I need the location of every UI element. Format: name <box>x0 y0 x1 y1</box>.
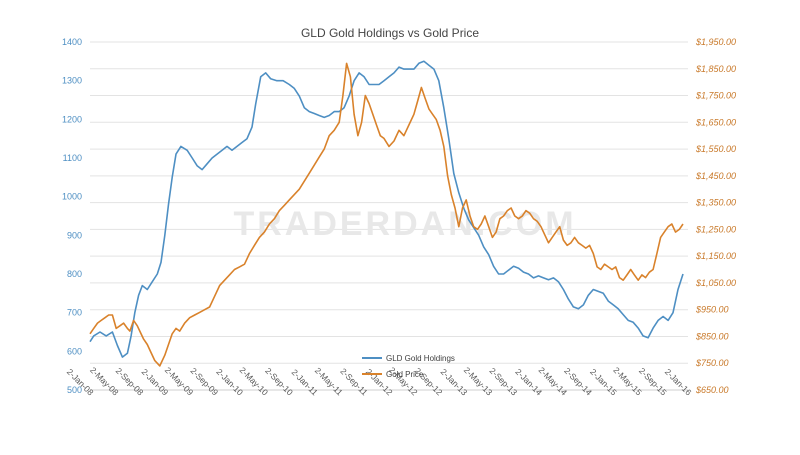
left-tick-label: 1000 <box>62 192 82 202</box>
watermark: TRADERDAN.COM <box>233 205 576 243</box>
left-tick-label: 1100 <box>63 153 82 163</box>
x-tick-label: 2-Sep-14 <box>562 366 594 398</box>
x-tick-label: 2-Sep-10 <box>263 366 295 398</box>
x-tick-label: 2-Jan-16 <box>663 367 694 398</box>
left-tick-label: 700 <box>67 308 82 318</box>
left-tick-label: 800 <box>67 269 82 279</box>
right-tick-label: $1,950.00 <box>695 37 736 47</box>
right-tick-label: $950.00 <box>695 305 729 315</box>
right-tick-label: $750.00 <box>695 358 729 368</box>
right-tick-label: $1,550.00 <box>695 144 736 154</box>
right-tick-label: $1,850.00 <box>695 64 736 74</box>
legend: GLD Gold Holdings Gold Price <box>362 354 455 379</box>
x-tick-label: 2-Sep-13 <box>487 366 519 398</box>
x-tick-label: 2-Sep-09 <box>188 366 220 398</box>
left-tick-label: 900 <box>67 230 82 240</box>
right-tick-label: $850.00 <box>695 331 729 341</box>
x-tick-label: 2-Sep-15 <box>637 366 669 398</box>
right-axis-ticks: $650.00 $750.00 $850.00 $950.00 $1,050.00 $1,… <box>695 37 736 395</box>
left-tick-label: 1200 <box>62 114 82 124</box>
left-tick-label: 1300 <box>62 76 82 86</box>
right-tick-label: $1,150.00 <box>695 251 736 261</box>
left-tick-label: 600 <box>67 346 82 356</box>
left-tick-label: 500 <box>67 385 82 395</box>
x-tick-label: 2-Sep-08 <box>114 366 146 398</box>
series-lines <box>89 60 684 367</box>
series-line <box>89 60 684 358</box>
series-line <box>89 62 684 367</box>
right-tick-label: $1,650.00 <box>695 117 736 127</box>
right-tick-label: $1,250.00 <box>695 224 736 234</box>
gridlines <box>90 41 688 391</box>
right-tick-label: $1,750.00 <box>695 91 736 101</box>
x-axis-ticks: 2-Jan-082-May-082-Sep-082-Jan-092-May-09… <box>65 365 694 398</box>
chart-title: GLD Gold Holdings vs Gold Price <box>301 26 479 40</box>
watermark-text: TRADERDAN.COM <box>233 205 576 243</box>
right-tick-label: $1,450.00 <box>695 171 736 181</box>
legend-label: Gold Price <box>386 370 424 379</box>
left-axis-ticks: 500 600 700 800 900 1000 1100 1200 1300 1400 <box>62 37 82 395</box>
right-tick-label: $1,350.00 <box>695 198 736 208</box>
left-tick-label: 1400 <box>62 37 82 47</box>
x-tick-label: 2-Sep-11 <box>338 366 370 398</box>
right-tick-label: $1,050.00 <box>695 278 736 288</box>
right-tick-label: $650.00 <box>695 385 729 395</box>
legend-label: GLD Gold Holdings <box>386 354 455 363</box>
